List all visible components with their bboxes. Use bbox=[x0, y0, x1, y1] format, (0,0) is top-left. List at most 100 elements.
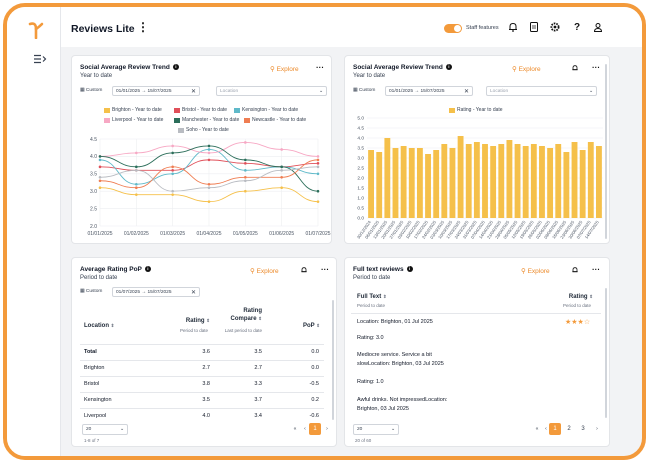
clear-date-icon[interactable]: ✕ bbox=[463, 88, 469, 95]
bar[interactable] bbox=[563, 152, 570, 218]
data-point[interactable] bbox=[244, 158, 247, 162]
info-icon[interactable]: i bbox=[172, 64, 179, 70]
data-point[interactable] bbox=[135, 186, 138, 190]
data-point[interactable] bbox=[207, 200, 211, 203]
page-size-select[interactable]: 20 ⌄ bbox=[82, 424, 128, 435]
col-pop-header[interactable]: PoP ⇕ bbox=[302, 323, 320, 329]
bar[interactable] bbox=[539, 146, 545, 218]
help-icon[interactable]: ? bbox=[573, 21, 581, 33]
bar[interactable] bbox=[530, 144, 537, 218]
bar[interactable] bbox=[571, 142, 578, 218]
scrollbar[interactable] bbox=[605, 288, 607, 418]
data-point[interactable] bbox=[171, 172, 174, 176]
legend-item[interactable]: Soho - Year to date bbox=[178, 127, 229, 133]
data-point[interactable] bbox=[244, 189, 247, 193]
data-point[interactable] bbox=[280, 165, 283, 169]
legend-item[interactable]: Manchester - Year to date bbox=[174, 117, 239, 123]
data-point[interactable] bbox=[244, 175, 247, 179]
data-point[interactable] bbox=[135, 165, 138, 169]
bar[interactable] bbox=[490, 146, 497, 218]
next-page-button[interactable]: › bbox=[596, 426, 598, 432]
data-point[interactable] bbox=[135, 193, 138, 196]
bar[interactable] bbox=[522, 146, 529, 218]
data-point[interactable] bbox=[98, 155, 102, 158]
bar[interactable] bbox=[408, 148, 415, 218]
expand-menu-icon[interactable] bbox=[33, 54, 47, 64]
page-3-button[interactable]: 3 bbox=[581, 426, 585, 432]
col-compare-header[interactable]: Rating Compare ⇕ bbox=[230, 308, 262, 322]
bar[interactable] bbox=[441, 144, 448, 218]
bar[interactable] bbox=[376, 152, 383, 218]
card-more-icon[interactable]: ··· bbox=[592, 265, 600, 274]
bar[interactable] bbox=[392, 148, 399, 218]
explore-button[interactable]: ⚲ Explore bbox=[250, 268, 279, 275]
page-1-button[interactable]: 1 bbox=[549, 423, 561, 435]
data-point[interactable] bbox=[171, 189, 174, 193]
data-point[interactable] bbox=[280, 175, 283, 179]
bar[interactable] bbox=[416, 148, 423, 218]
data-point[interactable] bbox=[207, 151, 211, 155]
data-point[interactable] bbox=[135, 151, 138, 155]
data-point[interactable] bbox=[98, 175, 102, 179]
data-point[interactable] bbox=[244, 141, 247, 144]
document-icon[interactable] bbox=[528, 21, 540, 33]
legend-item[interactable]: Kensington - Year to date bbox=[234, 107, 298, 113]
data-point[interactable] bbox=[171, 165, 174, 169]
legend-item[interactable]: Brighton - Year to date bbox=[104, 107, 162, 113]
date-range-mode[interactable]: ▦ Custom bbox=[80, 88, 103, 93]
data-point[interactable] bbox=[316, 155, 320, 158]
bar[interactable] bbox=[547, 148, 554, 218]
page-2-button[interactable]: 2 bbox=[567, 426, 571, 432]
bell-icon[interactable] bbox=[571, 64, 579, 72]
next-page-button[interactable]: › bbox=[326, 426, 328, 432]
data-point[interactable] bbox=[316, 158, 320, 162]
data-point[interactable] bbox=[316, 189, 320, 193]
data-point[interactable] bbox=[171, 193, 174, 196]
bar[interactable] bbox=[400, 146, 407, 218]
bar[interactable] bbox=[498, 144, 505, 218]
bar[interactable] bbox=[506, 140, 513, 218]
bar[interactable] bbox=[596, 146, 602, 218]
card-more-icon[interactable]: ··· bbox=[592, 63, 600, 72]
scrollbar[interactable] bbox=[332, 300, 334, 420]
date-range-input[interactable]: 01/01/2025 → 15/07/2025 ✕ bbox=[112, 86, 200, 96]
data-point[interactable] bbox=[207, 158, 211, 162]
data-point[interactable] bbox=[316, 172, 320, 176]
card-more-icon[interactable]: ··· bbox=[316, 63, 324, 72]
data-point[interactable] bbox=[171, 169, 174, 172]
data-point[interactable] bbox=[171, 144, 174, 148]
bar[interactable] bbox=[433, 150, 440, 218]
bar[interactable] bbox=[368, 150, 374, 218]
scrollbar[interactable] bbox=[605, 64, 607, 239]
data-point[interactable] bbox=[280, 186, 283, 190]
clear-date-icon[interactable]: ✕ bbox=[190, 289, 196, 296]
explore-button[interactable]: ⚲ Explore bbox=[270, 66, 299, 73]
bar[interactable] bbox=[425, 154, 431, 218]
bar[interactable] bbox=[579, 150, 586, 218]
data-point[interactable] bbox=[207, 182, 211, 186]
date-range-input[interactable]: 01/01/2025 → 15/07/2025 ✕ bbox=[385, 86, 473, 96]
data-point[interactable] bbox=[135, 182, 138, 186]
clear-date-icon[interactable]: ✕ bbox=[190, 88, 196, 95]
prev-page-button[interactable]: ‹ bbox=[545, 426, 547, 432]
more-options-icon[interactable]: ⋮ bbox=[137, 20, 149, 34]
data-point[interactable] bbox=[316, 162, 320, 165]
explore-button[interactable]: ⚲ Explore bbox=[512, 66, 541, 73]
data-point[interactable] bbox=[207, 144, 211, 148]
page-1-button[interactable]: 1 bbox=[309, 423, 321, 435]
data-point[interactable] bbox=[98, 186, 102, 190]
data-point[interactable] bbox=[98, 179, 102, 183]
info-icon[interactable]: i bbox=[144, 266, 151, 272]
bar[interactable] bbox=[587, 142, 594, 218]
data-point[interactable] bbox=[171, 151, 174, 155]
card-more-icon[interactable]: ··· bbox=[321, 265, 329, 274]
date-range-mode[interactable]: ▦ Custom bbox=[353, 88, 376, 93]
data-point[interactable] bbox=[280, 148, 283, 151]
location-select[interactable]: Location ⌄ bbox=[216, 86, 327, 96]
date-range-mode[interactable]: ▦ Custom bbox=[80, 289, 103, 294]
data-point[interactable] bbox=[244, 179, 247, 183]
legend-item[interactable]: Liverpool - Year to date bbox=[104, 117, 163, 123]
staff-features-toggle[interactable] bbox=[444, 24, 462, 33]
col-rating-header[interactable]: Rating ⇕ bbox=[185, 318, 210, 324]
data-point[interactable] bbox=[207, 186, 211, 190]
